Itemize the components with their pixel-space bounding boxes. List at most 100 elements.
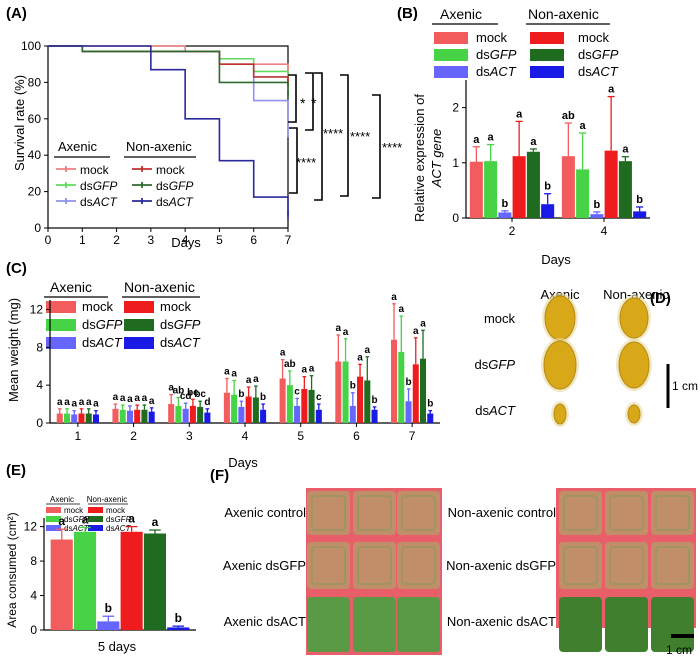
leaf-disc — [559, 597, 602, 652]
significance-letter: a — [357, 352, 363, 363]
leaf-disc — [307, 542, 350, 589]
bar — [618, 161, 632, 218]
leaf-disc — [605, 491, 648, 535]
significance-letter: b — [427, 399, 433, 410]
legend-b-nonaxenic: Non-axenic — [528, 6, 599, 22]
significance-letter: c — [316, 392, 322, 403]
expression-y-label-1: Relative expression of — [412, 94, 427, 222]
legend-swatch — [530, 32, 564, 44]
significance-letter: a — [71, 399, 77, 410]
legend-c-nax-dsgfp: dsGFP — [160, 317, 201, 332]
legend-b-nax-dsgfp: dsGFP — [578, 47, 619, 62]
significance-letter: a — [309, 364, 315, 375]
survival-x-tick-label: 5 — [216, 233, 223, 247]
significance-brackets — [288, 72, 381, 201]
leaf-label-nonaxenic-dsact: Non-axenic dsACT — [447, 614, 556, 629]
x-tick-label: 1 — [75, 429, 82, 443]
leaf-residue — [357, 546, 392, 585]
legend-c-ax-dsact: dsACT — [82, 335, 123, 350]
leaf-disc — [397, 542, 440, 589]
y-tick-label: 2 — [452, 101, 459, 115]
legend-a-ax-dsgfp: dsGFP — [80, 179, 117, 193]
weight-chart: Axenic Non-axenic mock dsGFP dsACT mock … — [6, 279, 440, 470]
bar — [294, 405, 301, 423]
bar — [134, 409, 141, 423]
leaf-disc — [353, 491, 396, 535]
legend-c-nax-mock: mock — [160, 299, 192, 314]
x-tick-label: 4 — [601, 224, 608, 238]
x-tick-label: 3 — [186, 429, 193, 443]
significance-letter: a — [488, 132, 495, 144]
legend-b-nax-mock: mock — [578, 30, 610, 45]
bar — [78, 413, 85, 423]
legend-e-axenic: Axenic — [50, 495, 74, 504]
legend-swatch — [124, 319, 154, 331]
bar — [245, 396, 252, 423]
significance-letter: a — [391, 292, 397, 303]
significance-letter: b — [544, 181, 551, 193]
bar — [349, 405, 356, 423]
legend-e-ax-dsact: dsACT — [64, 524, 90, 533]
legend-c-nonaxenic: Non-axenic — [124, 279, 195, 295]
bar — [371, 409, 378, 423]
significance-letter: a — [280, 348, 286, 359]
leaf-disc — [353, 597, 396, 652]
legend-c-ax-mock: mock — [82, 299, 114, 314]
larva — [619, 297, 649, 339]
bar — [301, 388, 308, 423]
larva — [543, 340, 577, 390]
legend-c-axenic: Axenic — [50, 279, 92, 295]
survival-x-tick-label: 3 — [148, 233, 155, 247]
survival-y-label: Survival rate (%) — [12, 75, 27, 171]
legend-b-ax-dsact: dsACT — [476, 64, 517, 79]
survival-x-tick-label: 4 — [182, 233, 189, 247]
significance-letter: a — [152, 515, 159, 529]
panel-label-b: (B) — [397, 5, 418, 22]
leaf-residue — [563, 495, 598, 531]
expression-legend: Axenic Non-axenic mock dsGFP dsACT mock … — [432, 6, 619, 79]
survival-chart: 0 1 2 3 4 5 6 7 0 20 40 60 80 100 Survival rate (%) D… — [12, 39, 402, 250]
legend-swatch — [46, 507, 61, 513]
survival-line-axenic-mock — [48, 45, 289, 70]
bar — [63, 413, 71, 423]
leaf-label-nonaxenic-dsgfp: Non-axenic dsGFP — [446, 558, 556, 573]
significance-letter: a — [79, 397, 85, 408]
larva — [553, 403, 567, 425]
expression-x-label: Days — [541, 252, 571, 267]
survival-legend: Axenic Non-axenic mock dsGFP dsACT mock … — [54, 139, 196, 209]
bar — [71, 414, 78, 423]
bar — [148, 411, 155, 423]
bar — [419, 358, 427, 423]
bar — [364, 380, 371, 423]
legend-swatch — [434, 32, 468, 44]
bar — [541, 204, 555, 218]
bar — [126, 410, 133, 423]
y-tick-label: 0 — [452, 211, 459, 225]
significance-letter: ab — [284, 359, 296, 370]
y-tick-label: 4 — [36, 378, 43, 392]
bar — [398, 352, 405, 423]
area-y-label: Area consumed (cm²) — [5, 512, 19, 627]
survival-y-tick-label: 60 — [28, 112, 42, 126]
panel-label-e: (E) — [6, 462, 26, 479]
area-legend: Axenic Non-axenic mock dsGFP dsACT mock … — [46, 495, 132, 533]
bar — [512, 156, 526, 218]
larvae-col-nonaxenic: Non-axenic — [603, 287, 669, 302]
legend-e-nonaxenic: Non-axenic — [87, 495, 127, 504]
legend-a-nonaxenic: Non-axenic — [126, 139, 192, 154]
leaf-residue — [357, 495, 392, 531]
bar — [315, 409, 322, 423]
survival-line-non-axenic-dsgfp — [48, 45, 289, 96]
significance-letter: a — [149, 396, 155, 407]
legend-swatch — [434, 49, 468, 61]
survival-x-tick-label: 2 — [113, 233, 120, 247]
larvae-row-dsact: dsACT — [475, 403, 516, 418]
legend-b-nax-dsact: dsACT — [578, 64, 619, 79]
significance-letter: a — [473, 134, 480, 146]
leaf-photo: Axenic control Axenic dsGFP Axenic dsACT… — [223, 488, 696, 657]
significance-letter: c — [294, 386, 300, 397]
leaf-residue — [655, 495, 690, 531]
larva — [627, 404, 641, 424]
significance-letter: a — [120, 393, 126, 404]
